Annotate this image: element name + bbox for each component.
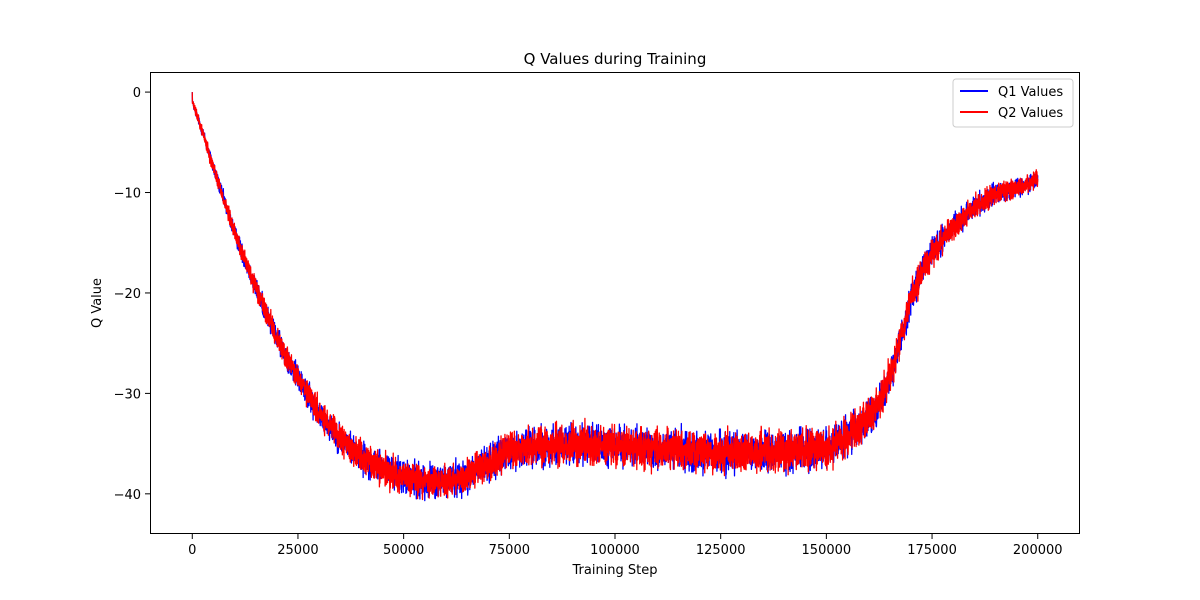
- legend-label-q2: Q2 Values: [998, 106, 1063, 121]
- series-layer: [191, 92, 1039, 502]
- x-tick-label: 100000: [590, 543, 640, 558]
- y-tick-label: −30: [114, 387, 141, 402]
- chart-title: Q Values during Training: [524, 50, 707, 68]
- x-tick-label: 200000: [1013, 543, 1063, 558]
- x-tick-label: 25000: [277, 543, 318, 558]
- series-line-2: [191, 92, 1039, 501]
- y-axis-label: Q Value: [90, 278, 105, 328]
- x-tick-label: 0: [188, 543, 196, 558]
- x-tick-label: 75000: [489, 543, 530, 558]
- x-tick-label: 50000: [383, 543, 424, 558]
- x-tick-label: 150000: [802, 543, 852, 558]
- plot-frame: [150, 72, 1080, 534]
- x-tick-label: 175000: [907, 543, 957, 558]
- y-axis-ticks: 0 −10 −20 −30 −40: [114, 86, 150, 503]
- x-axis-ticks: 0 25000 50000 75000 100000 125000 150000 175000…: [188, 534, 1063, 558]
- x-tick-label: 125000: [696, 543, 746, 558]
- y-tick-label: −20: [114, 287, 141, 302]
- legend-label-q1: Q1 Values: [998, 85, 1063, 100]
- x-axis-label: Training Step: [571, 563, 657, 578]
- legend: Q1 Values Q2 Values: [952, 78, 1074, 128]
- y-tick-label: −40: [114, 488, 141, 503]
- y-tick-label: 0: [133, 86, 141, 101]
- y-tick-label: −10: [114, 187, 141, 202]
